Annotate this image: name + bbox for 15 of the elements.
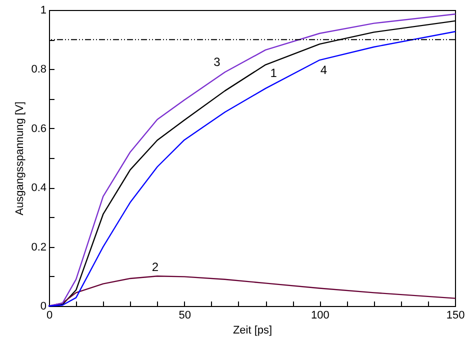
x-axis-title: Zeit [ps] xyxy=(232,324,272,336)
y-tick-label: 0 xyxy=(40,300,46,312)
y-axis-title: Ausgangsspannung [V] xyxy=(14,102,26,216)
y-tick-label: 0.6 xyxy=(31,122,46,135)
x-tick-label: 150 xyxy=(446,310,465,322)
y-tick-label: 0.4 xyxy=(31,182,46,194)
series-label: 2 xyxy=(152,260,159,274)
series-label: 4 xyxy=(320,63,328,78)
x-tick-label: 50 xyxy=(178,310,191,322)
y-tick-label: 1 xyxy=(40,4,46,16)
y-tick-label: 0.8 xyxy=(31,64,46,76)
series-label: 3 xyxy=(214,55,221,70)
x-tick-label: 100 xyxy=(310,310,330,322)
series-label: 1 xyxy=(270,66,278,80)
y-tick-label: 0.2 xyxy=(31,241,46,254)
